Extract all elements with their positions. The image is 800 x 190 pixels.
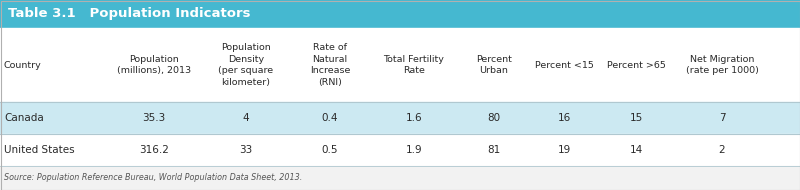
Text: Net Migration
(rate per 1000): Net Migration (rate per 1000) [686, 55, 758, 75]
Text: Percent
Urban: Percent Urban [476, 55, 512, 75]
Bar [0, 28, 800, 102]
Text: 19: 19 [558, 145, 570, 155]
Text: Table 3.1   Population Indicators: Table 3.1 Population Indicators [8, 7, 250, 21]
Text: Country: Country [4, 60, 42, 70]
Text: Source: Population Reference Bureau, World Population Data Sheet, 2013.: Source: Population Reference Bureau, Wor… [4, 173, 302, 183]
Text: 316.2: 316.2 [139, 145, 169, 155]
Text: 0.5: 0.5 [322, 145, 338, 155]
Text: 81: 81 [487, 145, 501, 155]
Text: 0.4: 0.4 [322, 113, 338, 123]
Text: 35.3: 35.3 [142, 113, 166, 123]
Text: 2: 2 [718, 145, 726, 155]
Text: 16: 16 [558, 113, 570, 123]
Text: 80: 80 [487, 113, 501, 123]
Text: Percent <15: Percent <15 [534, 60, 594, 70]
Text: Population
Density
(per square
kilometer): Population Density (per square kilometer… [218, 43, 274, 87]
Text: Canada: Canada [4, 113, 44, 123]
Text: 33: 33 [239, 145, 253, 155]
Text: United States: United States [4, 145, 74, 155]
Bar [0, 166, 800, 190]
Text: 1.6: 1.6 [406, 113, 422, 123]
Text: Population
(millions), 2013: Population (millions), 2013 [117, 55, 191, 75]
Text: 14: 14 [630, 145, 642, 155]
Text: Rate of
Natural
Increase
(RNI): Rate of Natural Increase (RNI) [310, 43, 350, 87]
Text: Percent >65: Percent >65 [606, 60, 666, 70]
Bar [0, 102, 800, 134]
Text: 15: 15 [630, 113, 642, 123]
Bar [0, 134, 800, 166]
Text: 1.9: 1.9 [406, 145, 422, 155]
Bar [0, 0, 800, 28]
Text: 4: 4 [242, 113, 250, 123]
Text: Total Fertility
Rate: Total Fertility Rate [383, 55, 445, 75]
Text: 7: 7 [718, 113, 726, 123]
